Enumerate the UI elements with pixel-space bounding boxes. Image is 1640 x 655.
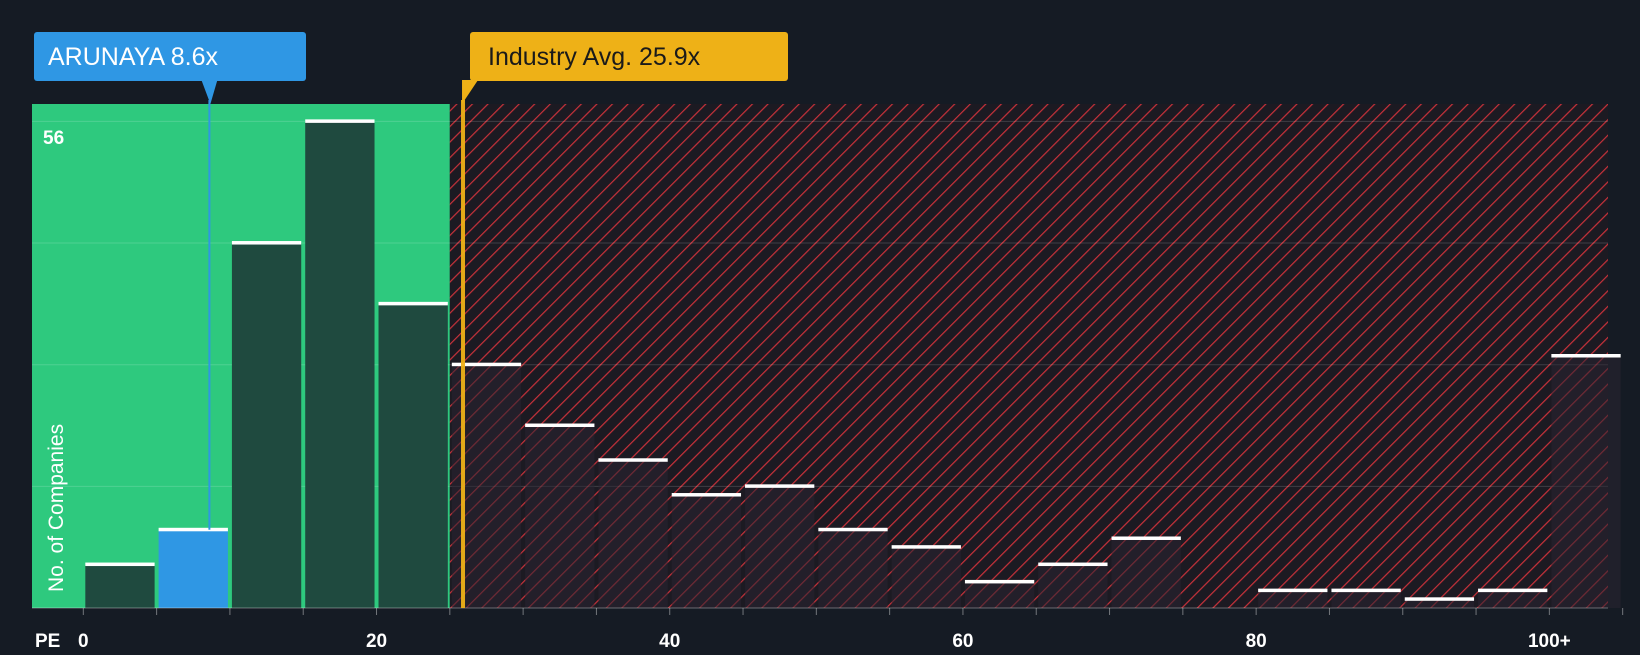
histogram-bar	[1404, 599, 1475, 608]
histogram-bar	[1111, 538, 1181, 608]
bar-cap	[451, 362, 522, 367]
y-axis-label: No. of Companies	[45, 424, 68, 592]
bar-cap	[158, 527, 228, 532]
bar-cap	[818, 527, 888, 532]
bar-cap	[598, 458, 668, 462]
x-axis-label: PE	[35, 631, 60, 650]
bar-cap	[85, 562, 155, 567]
histogram-bar	[671, 495, 742, 608]
x-tick-label: 0	[78, 631, 89, 650]
bar-cap	[671, 493, 742, 497]
histogram-bar	[1331, 590, 1401, 608]
industry-avg-callout	[470, 32, 788, 81]
histogram-bar	[1551, 356, 1621, 608]
histogram-bar	[598, 460, 668, 608]
x-tick-label: 40	[659, 631, 680, 650]
bar-cap	[1038, 562, 1108, 567]
histogram-bar	[964, 581, 1035, 608]
bar-cap	[305, 119, 375, 123]
x-tick-label: 80	[1246, 631, 1267, 650]
bar-cap	[891, 545, 961, 549]
bar-cap	[231, 241, 302, 245]
histogram-bar	[818, 529, 888, 608]
company-pointer	[201, 80, 218, 104]
histogram-bar	[891, 547, 961, 608]
bar-cap	[1551, 354, 1621, 358]
histogram-bar	[85, 564, 155, 608]
histogram-bar	[378, 303, 448, 608]
bar-cap	[1111, 536, 1181, 540]
histogram-bar	[1038, 564, 1108, 608]
bar-cap	[1331, 588, 1401, 593]
bar-cap	[1258, 588, 1328, 593]
histogram-bar	[1258, 590, 1328, 608]
histogram-bar	[1478, 590, 1548, 608]
industry-avg-pointer	[462, 80, 479, 104]
industry-avg-line	[461, 100, 466, 608]
bar-cap	[378, 301, 448, 306]
x-tick-label: 20	[366, 631, 387, 650]
company-label: ARUNAYA 8.6x	[48, 43, 218, 71]
histogram-bar	[231, 243, 302, 608]
bar-cap	[1404, 597, 1475, 601]
bar-cap	[1478, 588, 1548, 593]
histogram-bar	[525, 425, 595, 608]
x-tick-label: 100+	[1528, 631, 1571, 650]
industry-avg-label: Industry Avg. 25.9x	[488, 43, 701, 71]
histogram-bar	[745, 486, 815, 608]
bar-cap	[745, 484, 815, 488]
bar-cap	[964, 579, 1035, 584]
x-tick-label: 60	[952, 631, 973, 650]
company-bar	[158, 529, 228, 608]
y-max-label: 56	[43, 128, 64, 149]
company-callout	[34, 32, 306, 81]
histogram-bar	[305, 121, 375, 609]
bar-cap	[525, 423, 595, 428]
